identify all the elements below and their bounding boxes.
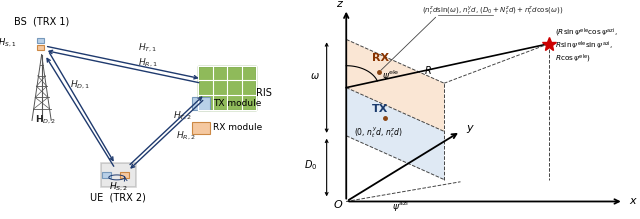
Text: $O$: $O$ (333, 198, 344, 210)
Text: $D_0$: $D_0$ (303, 159, 317, 172)
Text: $H_{S,1}$: $H_{S,1}$ (0, 36, 16, 49)
Text: $x$: $x$ (629, 196, 638, 207)
Text: RX module: RX module (212, 123, 262, 132)
Text: $(n_r^z d\sin(\omega),\, n_r^y d,\,(D_0+N_t^z d)+n_r^z d\cos(\omega))$: $(n_r^z d\sin(\omega),\, n_r^y d,\,(D_0+… (422, 4, 564, 17)
Text: $H_{T,2}$: $H_{T,2}$ (173, 110, 192, 122)
Bar (101, 163, 136, 187)
Text: $R\sin\psi^{\rm ele}\sin\psi^{\rm azi},$: $R\sin\psi^{\rm ele}\sin\psi^{\rm azi},$ (555, 39, 613, 52)
Bar (120, 172, 129, 178)
Text: RIS: RIS (256, 88, 272, 98)
Text: $\psi^{\rm azi}$: $\psi^{\rm azi}$ (392, 200, 409, 214)
Text: $H_{R,1}$: $H_{R,1}$ (138, 57, 157, 69)
Bar (192, 122, 210, 134)
Text: $\mathbf{H}_{D,2}$: $\mathbf{H}_{D,2}$ (35, 114, 56, 126)
Text: $(0,\,n_t^y d,\,n_t^z d)$: $(0,\,n_t^y d,\,n_t^z d)$ (355, 125, 403, 140)
Text: TX module: TX module (212, 99, 261, 108)
Text: $R\cos\psi^{\rm ele})$: $R\cos\psi^{\rm ele})$ (555, 53, 591, 65)
Text: UE  (TRX 2): UE (TRX 2) (90, 192, 147, 202)
Text: $\omega$: $\omega$ (310, 71, 320, 81)
Text: $H_{R,2}$: $H_{R,2}$ (176, 129, 196, 142)
Text: $H_{S,2}$: $H_{S,2}$ (109, 181, 128, 193)
Polygon shape (346, 39, 444, 131)
Bar (198, 66, 256, 110)
Bar (37, 38, 44, 43)
Text: BS  (TRX 1): BS (TRX 1) (14, 16, 69, 26)
Text: $H_{T,1}$: $H_{T,1}$ (138, 42, 157, 54)
Bar (102, 172, 111, 178)
Text: $y$: $y$ (466, 123, 475, 135)
Text: $z$: $z$ (335, 0, 344, 9)
Bar (37, 45, 44, 50)
Text: $R$: $R$ (424, 64, 432, 76)
Text: TX: TX (372, 104, 388, 114)
Text: RX: RX (372, 53, 390, 63)
Text: $\psi^{\rm ele}$: $\psi^{\rm ele}$ (382, 69, 400, 83)
Polygon shape (346, 88, 444, 180)
Text: $(R\sin\psi^{\rm ele}\cos\psi^{\rm azi},$: $(R\sin\psi^{\rm ele}\cos\psi^{\rm azi},… (555, 27, 618, 39)
Bar (192, 97, 210, 110)
Text: $H_{D,1}$: $H_{D,1}$ (70, 79, 91, 91)
